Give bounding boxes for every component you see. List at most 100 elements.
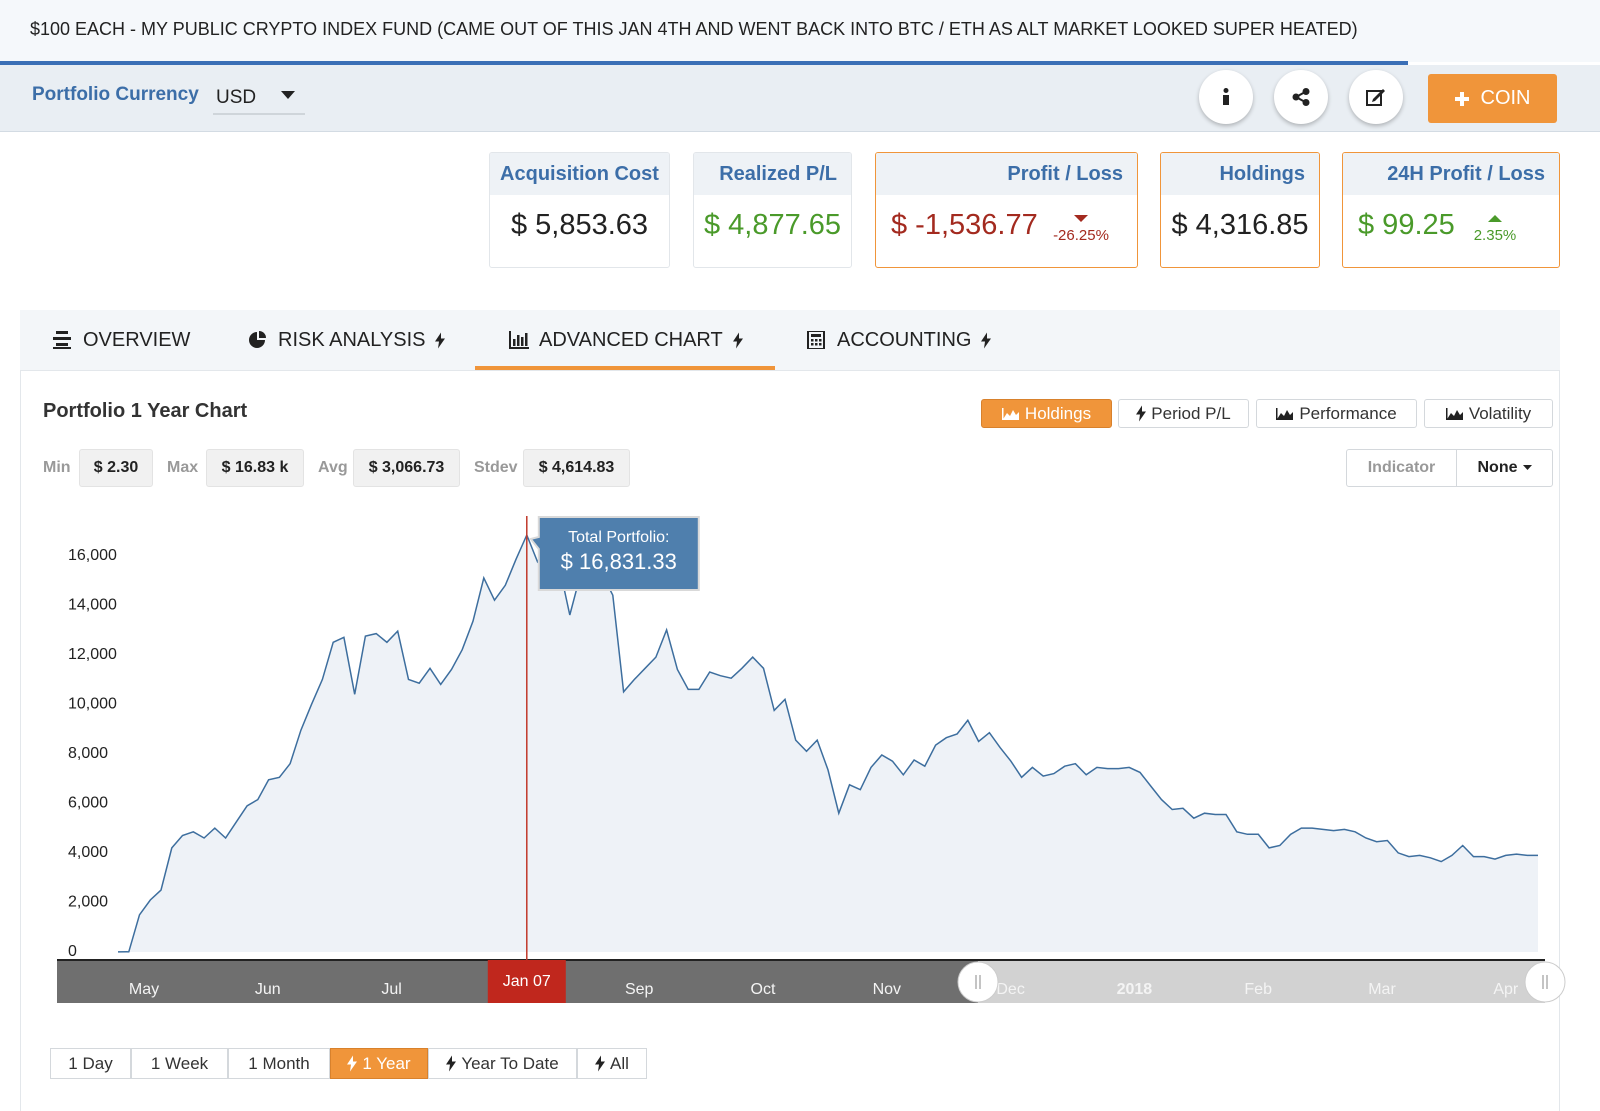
- indicator-label: Indicator: [1347, 450, 1457, 486]
- view-button-label: Performance: [1299, 403, 1397, 423]
- add-coin-label: COIN: [1480, 87, 1531, 109]
- card-title: 24H Profit / Loss: [1387, 163, 1545, 185]
- header: $100 EACH - MY PUBLIC CRYPTO INDEX FUND …: [0, 0, 1600, 62]
- stat-value-box: $ 3,066.73: [353, 449, 460, 487]
- chart-panel: [20, 310, 1560, 1111]
- view-button-label: Period P/L: [1151, 403, 1231, 423]
- stat-label: Avg: [318, 459, 348, 476]
- card-value-box: $ 5,853.63: [490, 209, 669, 242]
- card-value: $ 4,877.65: [703, 209, 842, 241]
- card-value: $ 5,853.63: [510, 209, 649, 241]
- card-value-box: $ 4,316.85: [1161, 209, 1319, 242]
- tab-label: RISK ANALYSIS: [278, 328, 426, 351]
- card-header: Realized P/L: [694, 153, 851, 195]
- chart-title: Portfolio 1 Year Chart: [43, 400, 248, 422]
- card-value-box: $ 99.25: [1343, 209, 1559, 242]
- stat-value: $ 4,614.83: [538, 459, 615, 476]
- bolt-icon: [446, 1055, 457, 1072]
- y-tick-label: 10,000: [68, 695, 117, 712]
- share-button[interactable]: [1274, 70, 1328, 124]
- card-change-label: 2.35%: [1473, 227, 1517, 244]
- view-button[interactable]: Volatility: [1424, 399, 1553, 428]
- view-button-label: Volatility: [1468, 403, 1532, 423]
- view-button[interactable]: Performance: [1256, 399, 1417, 428]
- view-button-label: Holdings: [1024, 403, 1092, 423]
- navigator-label: Nov: [873, 981, 901, 998]
- y-tick-label: 14,000: [68, 596, 117, 613]
- card-title: Profit / Loss: [1007, 163, 1123, 185]
- navigator-window: [978, 960, 1545, 1003]
- tooltip-title: Total Portfolio:: [568, 529, 669, 546]
- stat-value: $ 2.30: [93, 459, 139, 476]
- icon: [807, 331, 825, 349]
- stat-label: Stdev: [474, 459, 518, 476]
- view-button[interactable]: Period P/L: [1118, 399, 1249, 428]
- card-value: $ 4,316.85: [1171, 209, 1309, 241]
- currency-value: USD: [216, 87, 257, 108]
- icon: [53, 331, 71, 349]
- y-tick-label: 6,000: [68, 795, 108, 812]
- indicator-value-box: None: [1457, 450, 1552, 486]
- edit-icon: [1366, 89, 1385, 106]
- portfolio-title: $100 EACH - MY PUBLIC CRYPTO INDEX FUND …: [30, 19, 1358, 39]
- caret: [1522, 465, 1532, 470]
- stat-value: $ 3,066.73: [368, 459, 445, 476]
- card-header: Holdings: [1161, 153, 1319, 195]
- tab[interactable]: ACCOUNTING: [807, 325, 992, 355]
- stat-label: Max: [167, 459, 199, 476]
- card-header: 24H Profit / Loss: [1343, 153, 1559, 195]
- card-change: 2.35%: [1463, 215, 1527, 244]
- y-tick-label: 4,000: [68, 844, 108, 861]
- tab[interactable]: RISK ANALYSIS: [248, 325, 446, 355]
- tab-bar: OVERVIEW RISK ANALYSIS ADVANCED CHART ACCOU…: [20, 310, 1560, 371]
- tooltip-value: $ 16,831.33: [561, 549, 677, 574]
- icon: [1074, 215, 1088, 222]
- navigator-label: Dec: [996, 981, 1024, 998]
- y-tick-label: 16,000: [68, 547, 117, 564]
- add-coin-button[interactable]: COIN: [1428, 74, 1557, 123]
- plus-icon: [1454, 91, 1469, 106]
- toolbar: Portfolio Currency USD COIN: [0, 65, 1600, 132]
- range-button[interactable]: Year To Date: [428, 1048, 577, 1079]
- view-button[interactable]: Holdings: [981, 399, 1112, 428]
- dropdown-arrow: [281, 91, 295, 99]
- info-button[interactable]: [1199, 70, 1253, 124]
- x-label-box: [487, 960, 566, 1003]
- navigator-label: Apr: [1493, 981, 1519, 998]
- navigator-label: Jul: [381, 981, 401, 998]
- range-button-label: All: [610, 1053, 629, 1073]
- range-button[interactable]: 1 Month: [228, 1048, 330, 1079]
- navigator-label: Sep: [625, 981, 654, 998]
- card-header: Acquisition Cost: [490, 153, 669, 195]
- tab[interactable]: ADVANCED CHART: [509, 325, 743, 355]
- y-tick-label: 2,000: [68, 894, 108, 911]
- range-button[interactable]: 1 Day: [50, 1048, 131, 1079]
- range-button[interactable]: 1 Week: [131, 1048, 228, 1079]
- card-value-box: $ 4,877.65: [694, 209, 851, 242]
- handle-grip: [1542, 975, 1548, 989]
- icon: [249, 331, 266, 348]
- range-button-label: 1 Week: [150, 1053, 209, 1073]
- card-value: $ -1,536.77: [891, 209, 1038, 241]
- navigator-handle: [1524, 961, 1566, 1003]
- x-label: Jan 07: [503, 973, 551, 990]
- currency-select[interactable]: USD: [213, 79, 305, 115]
- range-button[interactable]: 1 Year: [330, 1048, 428, 1079]
- indicator-select[interactable]: Indicator None: [1346, 449, 1553, 487]
- card-title: Holdings: [1219, 163, 1305, 185]
- summary-card: Profit / Loss $ -1,536.77 -26.25%: [875, 152, 1138, 268]
- edit-button[interactable]: [1349, 70, 1403, 124]
- navigator-label: May: [129, 981, 159, 998]
- y-tick-label: 0: [68, 943, 77, 960]
- tab[interactable]: OVERVIEW: [53, 325, 190, 355]
- range-button[interactable]: All: [577, 1048, 647, 1079]
- handle-grip: [975, 975, 981, 989]
- summary-card: Holdings $ 4,316.85: [1160, 152, 1320, 268]
- bolt-icon: [347, 1055, 358, 1072]
- navigator-label: 2018: [1117, 981, 1153, 998]
- card-title: Acquisition Cost: [500, 163, 659, 185]
- navigator-handle: [957, 961, 999, 1003]
- stat-value-box: $ 16.83 k: [206, 449, 304, 487]
- tab-label: ACCOUNTING: [837, 328, 972, 351]
